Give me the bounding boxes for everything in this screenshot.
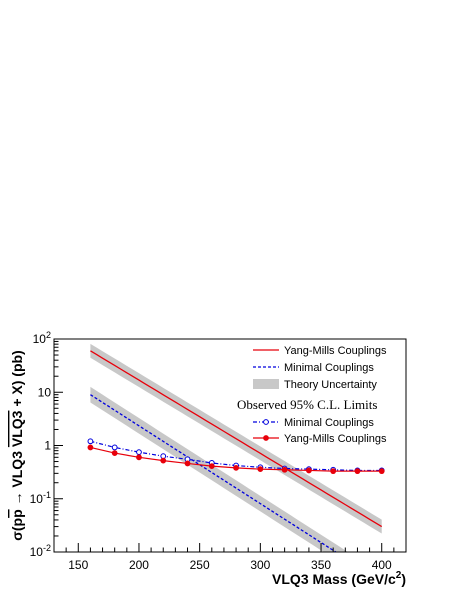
limit-point (160, 457, 167, 464)
y-axis-title: σ(pp → VLQ3 VLQ3 + X) (pb) (9, 350, 25, 540)
limit-point (257, 466, 264, 473)
limit-point (233, 464, 239, 471)
limit-point (136, 449, 142, 456)
limit-point (330, 468, 337, 475)
y-tick-label: 1 (44, 439, 51, 453)
theory-line-1 (90, 394, 338, 552)
limit-point (378, 468, 385, 475)
x-axis-title: VLQ3 Mass (GeV/c2) (272, 570, 406, 587)
y-tick-label: 10-2 (30, 543, 51, 559)
limit-point (208, 463, 215, 470)
theory-curves (90, 350, 383, 552)
x-tick-label: 400 (372, 558, 392, 572)
y-tick-label: 10-1 (30, 490, 51, 506)
limit-curves (87, 438, 385, 475)
legend-label: Yang-Mills Couplings (284, 433, 387, 445)
limit-point (354, 468, 361, 475)
theory-band-1 (90, 386, 348, 552)
y-tick-label: 102 (33, 330, 51, 346)
limit-point (87, 444, 94, 451)
limit-point (281, 466, 288, 473)
limit-point (305, 467, 312, 474)
axis-ticks (54, 338, 407, 553)
legend-header: Observed 95% C.L. Limits (237, 397, 377, 412)
x-tick-label: 200 (129, 558, 149, 572)
limit-point (136, 454, 142, 461)
y-tick-label: 10 (38, 385, 52, 399)
legend-label: Theory Uncertainty (284, 379, 377, 391)
tick-labels: 150 200 250 300 350 400 10-2 10-1 1 10 102 (30, 330, 392, 572)
legend-label: Minimal Couplings (284, 417, 374, 429)
limit-point (87, 438, 94, 445)
legend: Yang-Mills Couplings Minimal Couplings The… (237, 345, 387, 445)
legend-marker (263, 419, 269, 425)
legend-marker (263, 435, 269, 441)
limit-point (111, 444, 118, 451)
x-tick-label: 350 (311, 558, 331, 572)
legend-label: Minimal Couplings (284, 362, 374, 374)
theory-line-0 (90, 350, 383, 528)
x-tick-label: 300 (250, 558, 270, 572)
x-tick-label: 250 (190, 558, 210, 572)
legend-label: Yang-Mills Couplings (284, 345, 387, 357)
legend-swatch (253, 379, 279, 389)
limit-point (111, 450, 118, 456)
limit-point (184, 460, 191, 467)
x-tick-label: 150 (68, 558, 88, 572)
